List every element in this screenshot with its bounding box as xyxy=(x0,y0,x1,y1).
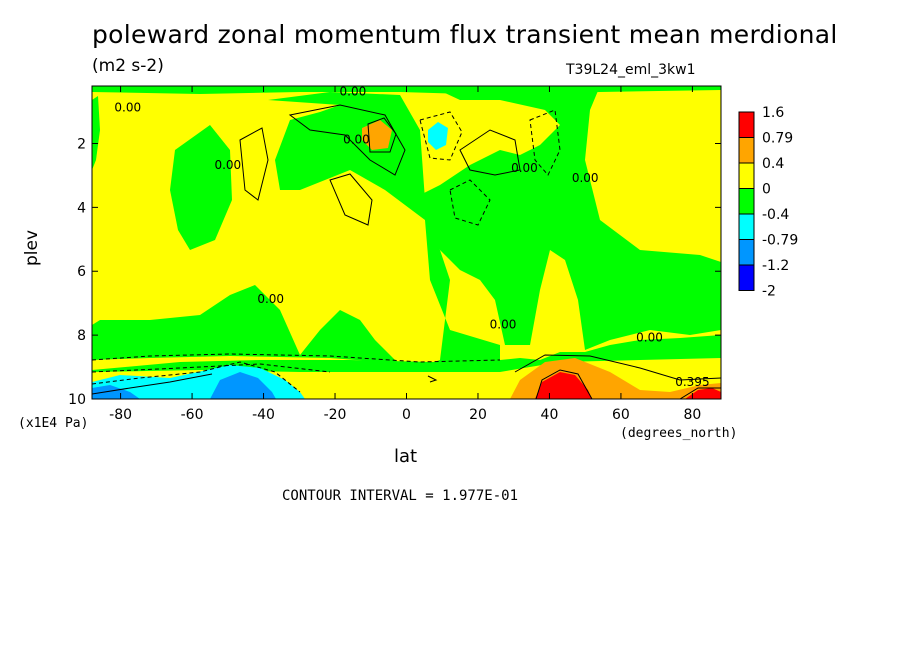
fill-blue-south xyxy=(92,372,276,399)
contour-label: 0.00 xyxy=(214,158,241,172)
fill-red-north xyxy=(535,372,592,399)
colorbar-label: 0.4 xyxy=(762,156,784,172)
experiment-label: T39L24_eml_3kw1 xyxy=(566,62,696,78)
contour-interval: CONTOUR INTERVAL = 1.977E-01 xyxy=(282,488,519,504)
contour-line xyxy=(514,354,721,381)
colorbar-label: 0.79 xyxy=(762,131,793,147)
x-tick-label: 20 xyxy=(469,407,487,423)
contour-line xyxy=(427,375,438,383)
colorbar-swatch xyxy=(738,137,755,164)
y-tick-label: 2 xyxy=(77,136,86,152)
colorbar-swatch xyxy=(738,239,755,266)
y-axis-unit: (x1E4 Pa) xyxy=(18,416,89,431)
colorbar-label: -0.79 xyxy=(762,233,798,249)
contour-label: 0.395 xyxy=(675,375,709,389)
contour-labels: 0.00 0.00 0.00 0.00 0.00 0.00 0.00 0.00 0.00 0.39… xyxy=(114,85,709,390)
fill-red-pole xyxy=(685,388,721,399)
contour-line xyxy=(529,109,561,176)
colorbar-label: -2 xyxy=(762,284,776,300)
contour-label: 0.00 xyxy=(343,132,370,146)
y-axis: 2 4 6 8 10 xyxy=(68,136,721,408)
colorbar-swatch xyxy=(738,213,755,240)
y-tick-label: 4 xyxy=(77,200,86,216)
chart-title: poleward zonal momentum flux transient m… xyxy=(92,20,838,49)
fill-green-west xyxy=(170,125,232,250)
contour-line xyxy=(239,127,269,201)
x-tick-label: 60 xyxy=(612,407,630,423)
contour-label: 0.00 xyxy=(636,331,663,345)
fill-green-north xyxy=(420,86,721,350)
y-tick-label: 6 xyxy=(77,264,86,280)
fill-green-edge xyxy=(92,96,100,170)
fill-green-southmid xyxy=(92,92,500,370)
contour-line xyxy=(92,373,213,395)
y-tick-label: 10 xyxy=(68,392,86,408)
x-tick-label: 40 xyxy=(541,407,559,423)
x-axis: -80 -60 -40 -20 0 20 40 60 80 xyxy=(109,86,701,423)
contour-line xyxy=(92,363,331,373)
colorbar-label: -0.4 xyxy=(762,207,789,223)
x-axis-unit: (degrees_north) xyxy=(620,426,738,441)
colorbar-swatch xyxy=(738,162,755,189)
fill-cyan-eq xyxy=(428,122,448,150)
contour-line xyxy=(288,104,406,176)
colorbar: 1.6 0.79 0.4 0 -0.4 -0.79 -1.2 -2 xyxy=(738,105,798,300)
colorbar-label: 0 xyxy=(762,182,771,198)
x-tick-label: -20 xyxy=(324,407,347,423)
contour-line xyxy=(329,173,373,226)
x-tick-label: 0 xyxy=(402,407,411,423)
fill-green-lowband xyxy=(92,335,721,372)
contour-line xyxy=(92,361,301,393)
contour-label: 0.00 xyxy=(572,171,599,185)
colorbar-swatch xyxy=(738,111,755,138)
x-tick-label: -40 xyxy=(252,407,275,423)
colorbar-label: 1.6 xyxy=(762,105,784,121)
y-axis-label: plev xyxy=(22,229,42,266)
x-tick-label: 80 xyxy=(683,407,701,423)
contour-line xyxy=(535,369,593,399)
contour-label: 0.00 xyxy=(114,101,141,115)
contour-line xyxy=(459,129,521,176)
y-tick-label: 8 xyxy=(77,328,86,344)
contour-line xyxy=(679,387,721,399)
colorbar-label: -1.2 xyxy=(762,258,789,274)
colorbar-swatch xyxy=(738,188,755,215)
colorbar-swatch xyxy=(738,264,755,291)
contour-line xyxy=(449,179,491,226)
contour-label: 0.00 xyxy=(340,85,367,99)
contour-label: 0.00 xyxy=(490,318,517,332)
chart-units: (m2 s-2) xyxy=(92,56,164,76)
contour-line xyxy=(367,117,397,153)
x-tick-label: -80 xyxy=(109,407,132,423)
contour-label: 0.00 xyxy=(511,161,538,175)
x-tick-label: -60 xyxy=(181,407,204,423)
x-axis-label: lat xyxy=(394,446,418,467)
contour-label: 0.00 xyxy=(257,292,284,306)
